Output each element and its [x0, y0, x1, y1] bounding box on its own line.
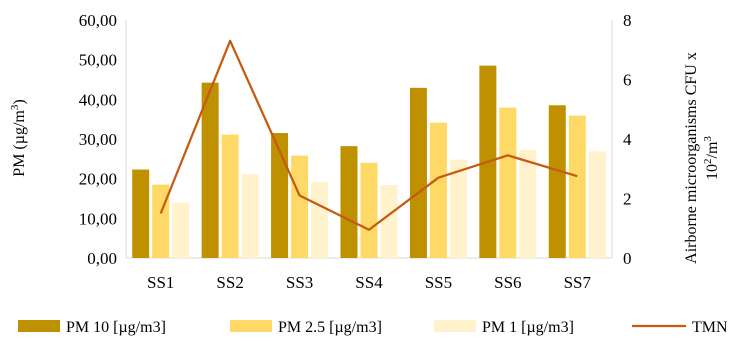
y-tick-label: 10,00	[79, 209, 117, 228]
bar-ss5-series-1	[409, 87, 427, 258]
y-tick-label: 30,00	[79, 130, 117, 149]
bar-ss5-series-3	[449, 159, 467, 258]
bar-ss2-series-3	[241, 174, 259, 258]
x-tick-label: SS4	[355, 273, 383, 292]
bar-ss7-series-1	[548, 105, 566, 259]
x-tick-label: SS6	[494, 273, 521, 292]
legend-label-4: TMN	[692, 319, 728, 336]
y-tick-label: 0,00	[87, 249, 117, 268]
x-tick-label: SS7	[564, 273, 592, 292]
bar-ss4-series-2	[360, 162, 378, 258]
bar-ss2-series-2	[221, 134, 239, 258]
legend-swatch-3	[434, 320, 476, 332]
legend-swatch-1	[18, 320, 60, 332]
x-tick-label: SS1	[147, 273, 174, 292]
y2-tick-label: 6	[623, 71, 632, 90]
bar-ss2-series-1	[201, 82, 219, 258]
bar-ss4-series-1	[340, 146, 358, 258]
legend-label-2: PM 2.5 [µg/m3]	[278, 319, 382, 336]
y2-tick-label: 2	[623, 190, 632, 209]
bar-ss7-series-2	[568, 115, 586, 258]
y-tick-label: 60,00	[79, 11, 117, 30]
y2-tick-label: 0	[623, 249, 632, 268]
x-tick-label: SS3	[286, 273, 313, 292]
legend-label-1: PM 10 [µg/m3]	[66, 319, 166, 336]
y2-axis-ticks: 0 2 4 6 8	[623, 11, 632, 268]
bar-ss7-series-3	[588, 151, 606, 258]
y2-axis-title-line1: Airborne microorganisms CFU x	[683, 52, 700, 264]
bar-ss3-series-1	[271, 133, 289, 258]
x-tick-label: SS5	[425, 273, 452, 292]
y2-tick-label: 8	[623, 11, 632, 30]
tmn-line	[159, 39, 578, 231]
bar-ss6-series-2	[499, 107, 517, 258]
y-tick-label: 20,00	[79, 170, 117, 189]
legend: PM 10 [µg/m3] PM 2.5 [µg/m3] PM 1 [µg/m3] T…	[18, 319, 728, 336]
bar-ss1-series-3	[172, 202, 190, 258]
y-axis-title: PM (µg/m3)	[9, 99, 28, 176]
bar-ss5-series-2	[429, 122, 447, 258]
legend-swatch-2	[230, 320, 272, 332]
bars-layer	[132, 65, 606, 259]
y2-tick-label: 4	[623, 130, 632, 149]
x-tick-label: SS2	[216, 273, 243, 292]
bar-ss3-series-3	[311, 182, 329, 258]
bar-ss6-series-3	[519, 149, 537, 258]
x-axis-ticks: SS1 SS2 SS3 SS4 SS5 SS6 SS7	[147, 273, 591, 292]
legend-label-3: PM 1 [µg/m3]	[482, 319, 574, 336]
y2-axis-title-line2: 102/m3	[702, 136, 721, 180]
y-axis-ticks: 0,00 10,00 20,00 30,00 40,00 50,00 60,00	[79, 11, 117, 268]
bar-ss1-series-1	[132, 169, 150, 258]
y-tick-label: 40,00	[79, 90, 117, 109]
bar-ss3-series-2	[291, 155, 309, 258]
bar-ss4-series-3	[380, 185, 398, 258]
y-tick-label: 50,00	[79, 51, 117, 70]
tmn-line-layer	[159, 39, 578, 231]
